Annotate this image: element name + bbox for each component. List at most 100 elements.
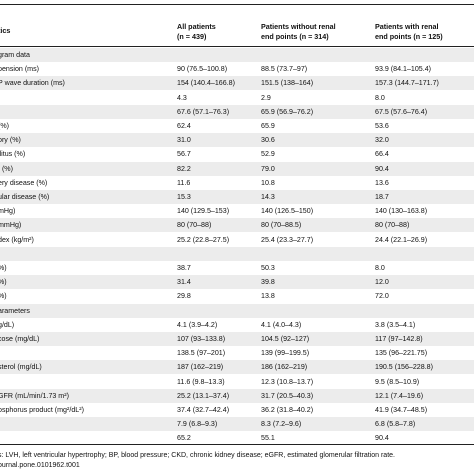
- cell-all-patients: 56.7: [177, 150, 191, 159]
- row-label: ery disease (%): [0, 178, 48, 187]
- row-label: %): [0, 292, 7, 301]
- table-row: cose (mg/dL) 107 (93–133.8) 104.5 (92–127)…: [0, 332, 474, 346]
- cell-with-renal: 18.7: [375, 193, 389, 201]
- cell-all-patients: 4.1 (3.9–4.2): [177, 320, 218, 329]
- cell-without-renal: 4.1 (4.0–4.3): [261, 320, 302, 329]
- header-col-with-renal: Patients with renal end points (n = 125): [375, 22, 443, 42]
- cell-all-patients: 38.7: [177, 264, 191, 272]
- cell-all-patients: 11.6: [177, 178, 191, 187]
- cell-with-renal: 157.3 (144.7–171.7): [375, 79, 439, 88]
- cell-with-renal: 72.0: [375, 292, 389, 301]
- header-col-all-line2: (n = 439): [177, 32, 207, 41]
- cell-without-renal: 8.3 (7.2–9.6): [261, 420, 302, 429]
- row-label: %): [0, 264, 7, 272]
- cell-without-renal: 52.9: [261, 150, 275, 159]
- table-row: pension (ms) 90 (76.5–100.8) 88.5 (73.7–97…: [0, 62, 474, 76]
- table-row: 67.6 (57.1–76.3) 65.9 (56.9–76.2) 67.5 (57…: [0, 104, 474, 119]
- row-label: cose (mg/dL): [0, 335, 40, 343]
- cell-all-patients: 187 (162–219): [177, 363, 224, 372]
- cell-without-renal: 36.2 (31.8–40.2): [261, 406, 314, 414]
- table-row: llitus (%) 56.7 52.9 66.4: [0, 147, 474, 161]
- cell-all-patients: 80 (70–88): [177, 221, 212, 230]
- table-row: 7.9 (6.8–9.3) 8.3 (7.2–9.6) 6.8 (5.8–7.8): [0, 417, 474, 432]
- cell-without-renal: 25.4 (23.3–27.7): [261, 235, 314, 244]
- table-row: %) 31.4 39.8 12.0: [0, 275, 474, 290]
- cell-with-renal: 32.0: [375, 136, 389, 145]
- header-col-with-line2: end points (n = 125): [375, 32, 443, 41]
- footnote-abbreviations: s: LVH, left ventricular hypertrophy; BP…: [0, 452, 395, 459]
- cell-with-renal: 90.4: [375, 164, 389, 173]
- cell-all-patients: 62.4: [177, 122, 191, 130]
- cell-all-patients: 7.9 (6.8–9.3): [177, 420, 218, 429]
- cell-all-patients: 11.6 (9.8–13.3): [177, 377, 225, 386]
- cell-all-patients: 37.4 (32.7–42.4): [177, 406, 230, 414]
- table-row: dex (kg/m²) 25.2 (22.8–27.5) 25.4 (23.3–27…: [0, 233, 474, 247]
- cell-all-patients: 138.5 (97–201): [177, 349, 226, 358]
- cell-with-renal: 12.1 (7.4–19.6): [375, 391, 424, 400]
- table-row: (%) 62.4 65.9 53.6: [0, 119, 474, 133]
- table-row: 11.6 (9.8–13.3) 12.3 (10.8–13.7) 9.5 (8.5–…: [0, 375, 474, 389]
- cell-with-renal: 80 (70–88): [375, 221, 410, 230]
- cell-without-renal: 104.5 (92–127): [261, 335, 310, 343]
- table-row: 65.2 55.1 90.4: [0, 431, 474, 445]
- row-label: gram data: [0, 51, 30, 59]
- cell-with-renal: 8.0: [375, 93, 385, 102]
- row-label: mmHg): [0, 221, 22, 230]
- cell-with-renal: 8.0: [375, 264, 385, 272]
- row-label: mHg): [0, 207, 16, 216]
- cell-with-renal: 135 (96–221.75): [375, 349, 428, 358]
- cell-without-renal: 50.3: [261, 264, 275, 272]
- table-row: %) 38.7 50.3 8.0: [0, 261, 474, 275]
- row-label: dex (kg/m²): [0, 235, 34, 244]
- cell-without-renal: 88.5 (73.7–97): [261, 65, 308, 74]
- cell-with-renal: 53.6: [375, 122, 389, 130]
- cell-with-renal: 67.5 (57.6–76.4): [375, 107, 428, 116]
- row-label: . (%): [0, 164, 13, 173]
- table-row: mHg) 140 (129.5–153) 140 (126.5–150) 140 (1…: [0, 204, 474, 218]
- cell-with-renal: 24.4 (22.1–26.9): [375, 235, 428, 244]
- table-row: . (%) 82.2 79.0 90.4: [0, 161, 474, 176]
- cell-without-renal: 139 (99–199.5): [261, 349, 310, 358]
- cell-with-renal: 9.5 (8.5–10.9): [375, 377, 420, 386]
- row-label: P wave duration (ms): [0, 79, 65, 88]
- table-section-row: gram data: [0, 48, 474, 62]
- row-label: (%): [0, 122, 10, 130]
- cell-with-renal: 190.5 (156–228.8): [375, 363, 433, 372]
- cell-without-renal: 30.6: [261, 136, 275, 145]
- row-label: sterol (mg/dL): [0, 363, 42, 372]
- header-col-without-line2: end points (n = 314): [261, 32, 329, 41]
- cell-without-renal: 186 (162–219): [261, 363, 308, 372]
- table-row: mmHg) 80 (70–88) 80 (70–88.5) 80 (70–88): [0, 218, 474, 233]
- header-col-characteristics: tics: [0, 26, 11, 35]
- cell-without-renal: 151.5 (138–164): [261, 79, 314, 88]
- cell-all-patients: 25.2 (22.8–27.5): [177, 235, 230, 244]
- table-row: 4.3 2.9 8.0: [0, 91, 474, 105]
- table-row: %) 29.8 13.8 72.0: [0, 289, 474, 303]
- cell-without-renal: 12.3 (10.8–13.7): [261, 377, 314, 386]
- cell-with-renal: 12.0: [375, 278, 389, 287]
- row-label: GFR (mL/min/1.73 m²): [0, 391, 69, 400]
- cell-without-renal: 13.8: [261, 292, 275, 301]
- cell-without-renal: 10.8: [261, 178, 275, 187]
- header-col-without-line1: Patients without renal: [261, 22, 336, 31]
- table-row: ular disease (%) 15.3 14.3 18.7: [0, 190, 474, 204]
- table-row: [0, 246, 474, 261]
- top-rule: [0, 4, 474, 5]
- cell-without-renal: 140 (126.5–150): [261, 207, 314, 216]
- cell-without-renal: 2.9: [261, 93, 271, 102]
- cell-without-renal: 39.8: [261, 278, 275, 287]
- cell-all-patients: 107 (93–133.8): [177, 335, 226, 343]
- row-label: %): [0, 278, 7, 287]
- cell-with-renal: 41.9 (34.7–48.5): [375, 406, 428, 414]
- cell-with-renal: 117 (97–142.8): [375, 335, 423, 343]
- cell-all-patients: 25.2 (13.1–37.4): [177, 391, 230, 400]
- row-label: osphorus product (mg²/dL²): [0, 406, 84, 414]
- cell-all-patients: 90 (76.5–100.8): [177, 65, 228, 74]
- cell-with-renal: 66.4: [375, 150, 389, 159]
- cell-without-renal: 80 (70–88.5): [261, 221, 302, 230]
- header-col-without-renal: Patients without renal end points (n = 3…: [261, 22, 336, 42]
- cell-all-patients: 15.3: [177, 193, 191, 201]
- cell-all-patients: 82.2: [177, 164, 191, 173]
- table-row: ory (%) 31.0 30.6 32.0: [0, 133, 474, 148]
